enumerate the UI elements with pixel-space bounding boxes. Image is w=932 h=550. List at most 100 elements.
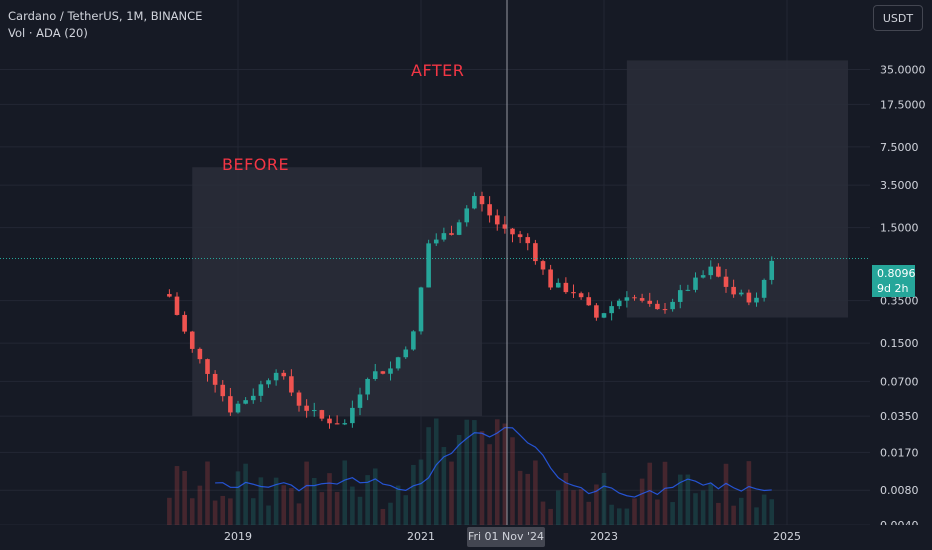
annotation-box[interactable] bbox=[192, 167, 482, 417]
volume-bar bbox=[212, 500, 218, 525]
volume-bar bbox=[700, 490, 706, 525]
candle-body bbox=[487, 204, 492, 216]
price-tick-label: 0.0080 bbox=[880, 484, 919, 497]
candle-body bbox=[708, 266, 714, 276]
candle-body bbox=[601, 313, 607, 318]
volume-bar bbox=[525, 473, 531, 525]
candle-body bbox=[502, 224, 508, 229]
candle-body bbox=[616, 300, 622, 307]
candle-body bbox=[738, 292, 744, 295]
candle-body bbox=[311, 410, 317, 412]
volume-bar bbox=[197, 485, 203, 525]
candle-body bbox=[197, 348, 203, 360]
volume-bar bbox=[304, 461, 309, 525]
volume-bar bbox=[639, 478, 645, 525]
candle-body bbox=[350, 407, 355, 424]
candle-body bbox=[525, 237, 531, 244]
volume-bar bbox=[533, 460, 538, 525]
candle-body bbox=[395, 357, 401, 369]
volume-bar bbox=[517, 470, 523, 525]
candle-body bbox=[540, 261, 546, 270]
candle-body bbox=[647, 300, 653, 304]
crosshair-date-label: Fri 01 Nov '24 bbox=[467, 527, 545, 547]
candle-body bbox=[731, 286, 736, 295]
volume-bar bbox=[296, 503, 302, 525]
volume-bar bbox=[250, 498, 256, 525]
bar-countdown: 9d 2h bbox=[877, 282, 909, 295]
candle-body bbox=[426, 243, 431, 288]
before-label[interactable]: BEFORE bbox=[222, 155, 290, 174]
volume-bar bbox=[708, 483, 714, 525]
price-tick-label: 0.3500 bbox=[880, 295, 919, 308]
symbol-title[interactable]: Cardano / TetherUS, 1M, BINANCE bbox=[8, 9, 203, 23]
annotation-box[interactable] bbox=[626, 60, 848, 318]
volume-bar bbox=[395, 485, 401, 525]
candle-body bbox=[662, 309, 668, 311]
volume-bar bbox=[578, 489, 584, 525]
time-tick-label: 2023 bbox=[590, 530, 618, 543]
candle-body bbox=[220, 384, 226, 397]
volume-bar bbox=[472, 420, 477, 525]
price-tick-label: 0.0350 bbox=[880, 410, 919, 423]
volume-bar bbox=[655, 499, 660, 525]
price-tick-label: 17.5000 bbox=[880, 98, 926, 111]
volume-bar bbox=[769, 499, 775, 525]
volume-bar bbox=[601, 472, 607, 525]
volume-bar bbox=[609, 504, 614, 525]
volume-bar bbox=[555, 490, 561, 525]
candle-body bbox=[563, 282, 569, 293]
volume-bar bbox=[426, 427, 431, 525]
volume-bar bbox=[647, 462, 653, 525]
candle-body bbox=[327, 418, 332, 424]
candle-body bbox=[472, 196, 477, 209]
volume-bar bbox=[365, 475, 370, 525]
volume-bar bbox=[258, 477, 264, 525]
volume-bar bbox=[716, 502, 721, 525]
after-label[interactable]: AFTER bbox=[411, 61, 465, 80]
volume-bar bbox=[616, 508, 622, 525]
candle-body bbox=[243, 400, 248, 404]
volume-bar bbox=[167, 497, 172, 525]
volume-bar bbox=[449, 461, 454, 525]
candle-body bbox=[723, 276, 729, 287]
candle-body bbox=[433, 239, 439, 244]
candle-body bbox=[342, 423, 348, 425]
volume-bar bbox=[563, 473, 569, 525]
legend: Cardano / TetherUS, 1M, BINANCE Vol · AD… bbox=[8, 8, 202, 42]
candle-body bbox=[479, 196, 485, 205]
volume-bar bbox=[372, 468, 378, 525]
volume-bar bbox=[540, 501, 546, 525]
candle-body bbox=[510, 228, 515, 235]
volume-bar bbox=[586, 501, 592, 525]
volume-bar bbox=[510, 437, 515, 525]
candle-body bbox=[746, 292, 752, 303]
candle-body bbox=[685, 289, 691, 291]
currency-button[interactable]: USDT bbox=[873, 5, 923, 31]
price-tick-label: 0.0170 bbox=[880, 446, 919, 459]
candle-body bbox=[228, 396, 233, 413]
volume-bar bbox=[662, 461, 668, 525]
candle-body bbox=[670, 301, 675, 310]
last-price-value: 0.8096 bbox=[877, 267, 916, 280]
candle-body bbox=[586, 297, 592, 306]
candle-body bbox=[700, 275, 706, 278]
volume-bar bbox=[731, 505, 736, 525]
candle-body bbox=[372, 371, 378, 379]
candle-body bbox=[365, 378, 370, 395]
price-axis[interactable]: 35.000017.50007.50003.50001.50000.35000.… bbox=[870, 0, 932, 550]
volume-bar bbox=[494, 419, 500, 525]
price-tick-label: 35.0000 bbox=[880, 64, 926, 77]
price-tick-label: 0.1500 bbox=[880, 337, 919, 350]
volume-indicator-label[interactable]: Vol · ADA (20) bbox=[8, 26, 88, 40]
volume-bar bbox=[456, 434, 462, 525]
time-axis-bg bbox=[0, 525, 932, 550]
time-axis[interactable]: 2019202120232025202720292031 bbox=[0, 525, 932, 550]
volume-bar bbox=[319, 492, 325, 525]
volume-bar bbox=[571, 490, 576, 525]
volume-bar bbox=[502, 423, 508, 525]
candle-body bbox=[517, 234, 523, 238]
volume-bars bbox=[167, 418, 775, 525]
candle-body bbox=[289, 376, 294, 393]
candle-body bbox=[319, 410, 325, 419]
